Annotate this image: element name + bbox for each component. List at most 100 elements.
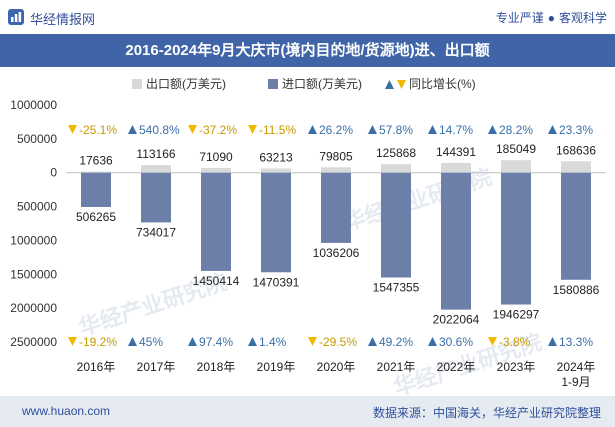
tagline-left: 专业严谨: [495, 11, 544, 25]
y-tick-label: 500000: [17, 200, 57, 214]
import-bar: [441, 172, 471, 310]
y-tick-label: 1500000: [10, 267, 57, 281]
growth-down-icon: [488, 337, 497, 346]
import-value-label: 506265: [76, 210, 116, 224]
export-growth-label: -37.2%: [199, 123, 237, 137]
export-bar: [381, 164, 411, 173]
x-tick-label: 2022年: [437, 360, 476, 374]
y-tick-label: 1000000: [10, 233, 57, 247]
tagline-right: 客观科学: [558, 11, 607, 25]
export-bar: [321, 167, 351, 173]
export-value-label: 113166: [136, 147, 175, 161]
import-growth-label: 49.2%: [379, 335, 413, 349]
import-growth-label: 30.6%: [439, 335, 473, 349]
y-tick-label: 1000000: [10, 98, 57, 112]
export-growth-label: 14.7%: [439, 123, 473, 137]
import-growth-label: -29.5%: [319, 335, 357, 349]
import-value-label: 1547355: [373, 280, 420, 294]
x-tick-label: 2020年: [317, 360, 356, 374]
growth-up-icon: [428, 125, 437, 134]
legend-export-label: 出口额(万美元): [146, 77, 226, 91]
x-tick-label: 2019年: [257, 360, 296, 374]
growth-up-icon: [488, 125, 497, 134]
export-bar: [561, 161, 591, 173]
x-tick-label: 2017年: [137, 360, 176, 374]
data-source: 数据来源：中国海关，华经产业研究院整理: [372, 406, 601, 420]
export-bar: [81, 171, 111, 173]
import-bar: [201, 172, 231, 271]
growth-up-icon: [248, 337, 257, 346]
y-tick-label: 500000: [17, 132, 57, 146]
import-bar: [501, 172, 531, 305]
growth-up-icon: [368, 337, 377, 346]
chart-title: 2016-2024年9月大庆市(境内目的地/货源地)进、出口额: [125, 42, 490, 59]
growth-down-icon: [248, 125, 257, 134]
top-bar: 华经情报网 专业严谨 ● 客观科学: [0, 0, 615, 34]
import-value-label: 1470391: [253, 275, 300, 289]
import-value-label: 1036206: [313, 246, 360, 260]
legend-up-triangle: [385, 80, 394, 89]
import-value-label: 734017: [136, 225, 176, 239]
growth-up-icon: [308, 125, 317, 134]
import-growth-label: -3.8%: [499, 335, 531, 349]
growth-down-icon: [188, 125, 197, 134]
import-growth-label: 13.3%: [559, 335, 593, 349]
export-growth-label: -25.1%: [79, 123, 117, 137]
growth-down-icon: [68, 337, 77, 346]
growth-up-icon: [548, 337, 557, 346]
logo-icon: [8, 9, 24, 25]
import-growth-label: 1.4%: [259, 335, 287, 349]
import-value-label: 1580886: [553, 283, 600, 297]
export-bar: [261, 168, 291, 173]
growth-up-icon: [128, 125, 137, 134]
growth-down-icon: [68, 125, 77, 134]
import-bar: [561, 172, 591, 280]
import-bar: [141, 172, 171, 223]
export-value-label: 63213: [259, 150, 293, 164]
x-tick-label: 1-9月: [561, 375, 590, 389]
export-value-label: 185049: [496, 142, 536, 156]
import-value-label: 2022064: [433, 313, 480, 327]
y-tick-label: 2000000: [10, 301, 57, 315]
export-bar: [441, 162, 471, 173]
title-bar: 2016-2024年9月大庆市(境内目的地/货源地)进、出口额: [0, 34, 615, 67]
export-bar: [201, 167, 231, 173]
legend-down-triangle: [397, 80, 406, 89]
import-growth-label: 97.4%: [199, 335, 233, 349]
legend-import-label: 进口额(万美元): [282, 77, 362, 91]
x-tick-label: 2024年: [557, 360, 596, 374]
export-growth-label: 540.8%: [139, 123, 180, 137]
import-bar: [381, 172, 411, 278]
y-tick-label: 2500000: [10, 335, 57, 349]
import-bar: [321, 172, 351, 243]
export-growth-label: 28.2%: [499, 123, 533, 137]
export-growth-label: -11.5%: [259, 123, 296, 137]
footer: www.huaon.com 数据来源：中国海关，华经产业研究院整理: [0, 396, 615, 427]
growth-up-icon: [128, 337, 137, 346]
growth-up-icon: [188, 337, 197, 346]
growth-up-icon: [548, 125, 557, 134]
x-tick-label: 2023年: [497, 360, 536, 374]
export-growth-label: 23.3%: [559, 123, 593, 137]
import-growth-label: 45%: [139, 335, 163, 349]
import-growth-label: -19.2%: [79, 335, 117, 349]
export-value-label: 144391: [436, 145, 476, 159]
growth-up-icon: [368, 125, 377, 134]
brand-name: 华经情报网: [30, 12, 96, 27]
x-tick-label: 2016年: [77, 360, 116, 374]
dot-icon: ●: [547, 11, 555, 25]
export-value-label: 71090: [199, 150, 233, 164]
tagline: 专业严谨 ● 客观科学: [496, 9, 607, 26]
export-value-label: 17636: [79, 154, 113, 168]
legend-import-swatch: [268, 79, 278, 89]
website-link[interactable]: www.huaon.com: [22, 404, 111, 418]
legend-export-swatch: [132, 79, 142, 89]
export-growth-label: 57.8%: [379, 123, 413, 137]
growth-up-icon: [428, 337, 437, 346]
import-bar: [81, 172, 111, 207]
watermark-text: 华经产业研究院: [341, 164, 495, 235]
x-tick-label: 2018年: [197, 360, 236, 374]
import-value-label: 1450414: [193, 274, 240, 288]
